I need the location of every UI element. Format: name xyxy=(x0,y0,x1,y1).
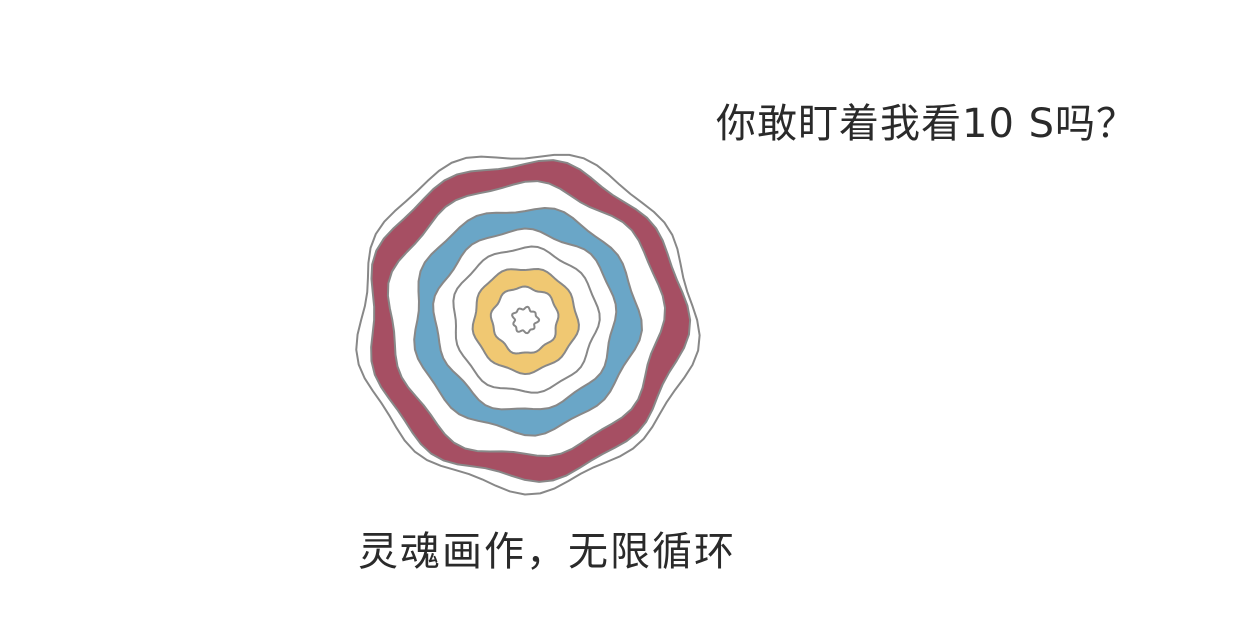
concentric-rings-drawing xyxy=(355,153,701,496)
ring-center xyxy=(511,305,541,335)
caption-text: 灵魂画作，无限循环 xyxy=(358,529,736,575)
headline-text: 你敢盯着我看10 S吗？ xyxy=(716,101,1138,147)
